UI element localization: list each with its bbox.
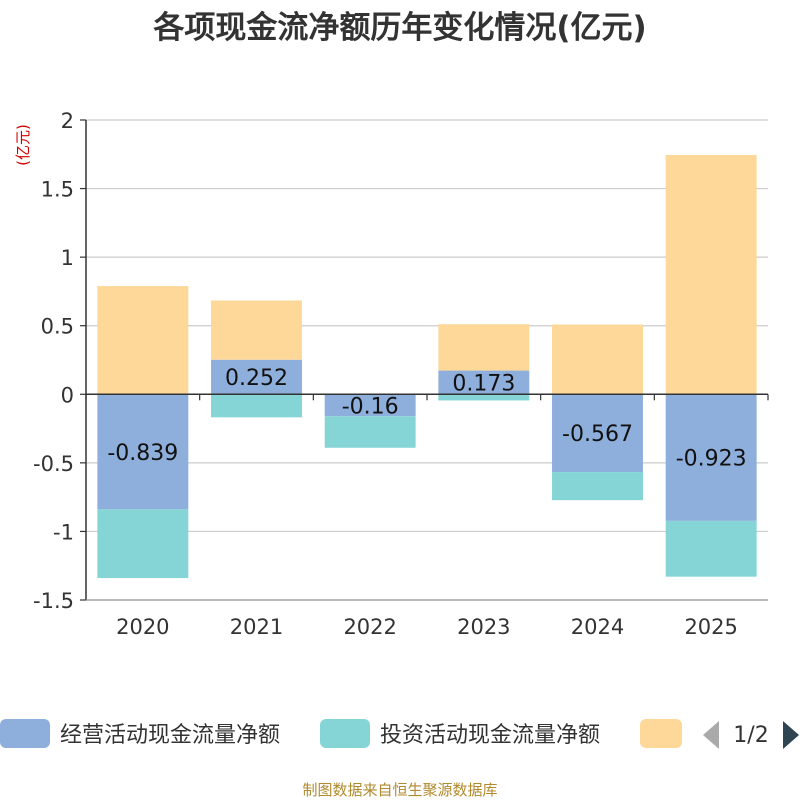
data-label-2022: -0.16	[342, 394, 399, 419]
data-label-2020: -0.839	[107, 441, 178, 466]
bar-2023-series-0[interactable]	[438, 370, 530, 395]
legend-label-investing: 投资活动现金流量净额	[380, 723, 600, 748]
data-label-2023: 0.173	[452, 371, 515, 396]
bar-2025-series-1[interactable]	[665, 520, 757, 577]
legend-swatch-investing	[320, 719, 370, 748]
x-tick-label: 2020	[116, 615, 169, 639]
bar-2021-series-2[interactable]	[211, 300, 302, 360]
x-tick-label: 2023	[457, 615, 510, 639]
legend-swatch-third	[640, 719, 682, 748]
bar-2025-series-2[interactable]	[665, 154, 757, 395]
y-tick-label: 2	[61, 109, 74, 133]
data-label-2024: -0.567	[562, 422, 633, 447]
y-tick-label: -1.5	[33, 589, 74, 613]
bar-2020-series-1[interactable]	[97, 509, 189, 579]
data-label-2025: -0.923	[676, 447, 747, 472]
bar-2023-series-2[interactable]	[438, 324, 530, 371]
x-tick-label: 2021	[230, 615, 283, 639]
bar-2020-series-2[interactable]	[97, 286, 189, 395]
legend-item-third[interactable]	[640, 719, 682, 748]
bars	[97, 154, 757, 579]
bar-2024-series-0[interactable]	[552, 394, 643, 473]
x-tick-label: 2025	[684, 615, 737, 639]
data-labels: -0.839 0.252 -0.16 0.173 -0.567 -0.923	[107, 366, 746, 472]
x-tick-label: 2022	[343, 615, 396, 639]
y-tick-label: -1	[53, 520, 74, 544]
legend-page-indicator: 1/2	[733, 723, 768, 748]
bar-2025-series-0[interactable]	[665, 394, 757, 521]
legend-next-page-icon[interactable]	[783, 721, 799, 749]
chart-title: 各项现金流净额历年变化情况(亿元)	[152, 10, 646, 46]
data-label-2021: 0.252	[225, 366, 288, 391]
legend: 经营活动现金流量净额 投资活动现金流量净额 1/2	[0, 719, 799, 749]
bar-2023-series-1[interactable]	[438, 394, 530, 401]
bar-2024-series-1[interactable]	[552, 472, 643, 501]
legend-label-operating: 经营活动现金流量净额	[60, 723, 280, 748]
bar-2021-series-0[interactable]	[211, 359, 302, 395]
legend-item-operating[interactable]: 经营活动现金流量净额	[0, 719, 280, 748]
y-tick-label: 0.5	[41, 315, 74, 339]
legend-swatch-operating	[0, 719, 50, 748]
bar-2022-series-1[interactable]	[324, 416, 416, 448]
bar-2022-series-0[interactable]	[324, 394, 416, 417]
y-tick-label: 1	[61, 246, 74, 270]
y-tick-label: 0	[61, 383, 74, 407]
y-axis-unit: (亿元)	[14, 124, 32, 166]
axes: 2 1.5 1 0.5 0 -0.5 -1 -1.5 2020 2021 2022 2023 2024 2…	[33, 109, 769, 639]
bar-2024-series-2[interactable]	[552, 324, 643, 395]
bar-2020-series-0[interactable]	[97, 394, 189, 510]
bar-2021-series-1[interactable]	[211, 394, 302, 418]
x-tick-label: 2024	[571, 615, 624, 639]
data-source-note: 制图数据来自恒生聚源数据库	[302, 781, 497, 799]
legend-item-investing[interactable]: 投资活动现金流量净额	[320, 719, 600, 748]
y-tick-label: -0.5	[33, 452, 74, 476]
y-tick-label: 1.5	[41, 178, 74, 202]
legend-prev-page-icon[interactable]	[703, 721, 719, 749]
